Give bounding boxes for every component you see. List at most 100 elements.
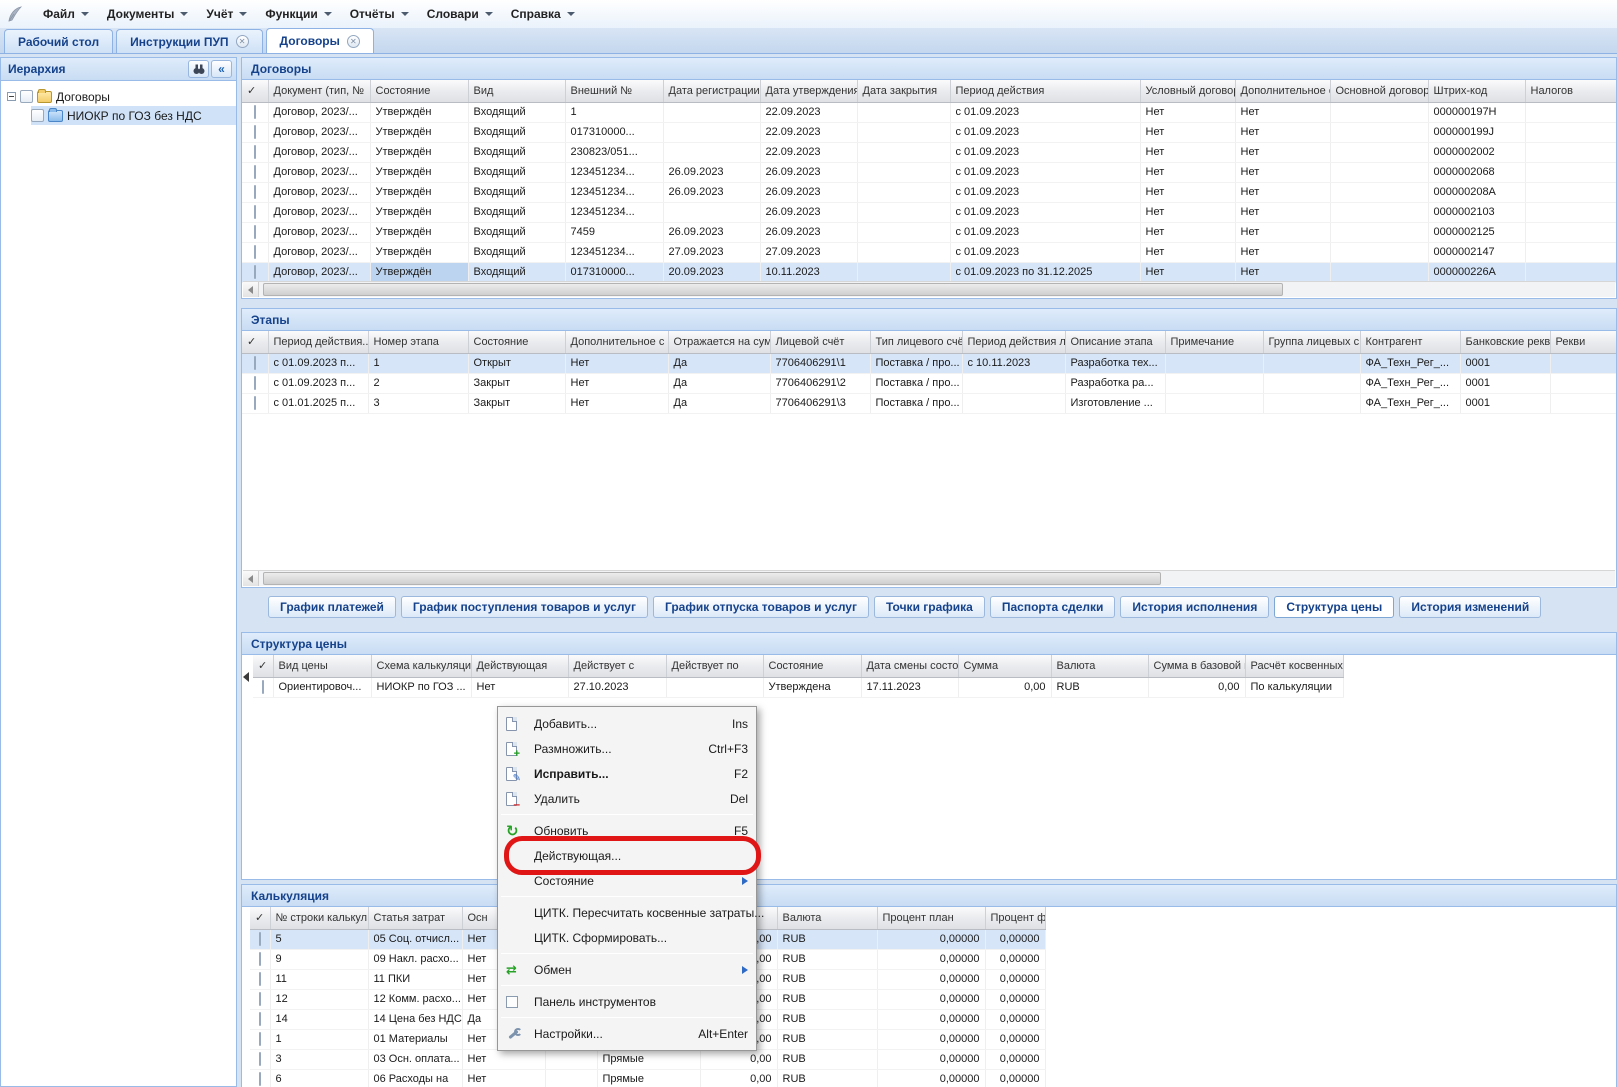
table-row[interactable]: с 01.01.2025 п... 3 Закрыт Нет Да 770640629… [242,393,1616,414]
table-row[interactable]: Договор, 2023/... Утверждён Входящий 12345… [242,202,1616,223]
detail-tab[interactable]: Паспорта сделки [989,596,1116,618]
row-checkbox[interactable] [253,265,256,279]
table-row[interactable]: 3 03 Осн. оплата... Нет Прямые 0,00 RUB 0,0… [250,1049,1046,1070]
column-header[interactable]: Дата смены состоя [861,655,959,678]
menu-item-refresh[interactable]: Обновить F5 [498,818,756,843]
table-row[interactable]: 6 06 Расходы на Нет Прямые 0,00 RUB 0,00000… [250,1069,1046,1087]
column-header[interactable]: Вид цены [273,655,372,678]
tab-dogovory[interactable]: Договоры [265,28,374,53]
menu-item-citk-form[interactable]: ЦИТК. Сформировать... [534,930,668,945]
menu-bar-item[interactable]: Файл [34,3,98,25]
row-checkbox[interactable] [253,205,256,219]
row-checkbox[interactable] [253,225,256,239]
detail-tab[interactable]: Точки графика [873,596,985,618]
row-checkbox[interactable] [253,125,256,139]
column-header[interactable]: Документ (тип, № [268,80,371,103]
table-row[interactable]: Договор, 2023/... Утверждён Входящий 12345… [242,162,1616,183]
row-checkbox[interactable] [258,1032,261,1046]
column-header[interactable]: Статья затрат [368,907,463,930]
menu-item-delete[interactable]: Удалить Del [498,786,756,811]
column-header[interactable]: Описание этапа [1065,331,1166,354]
column-header[interactable]: Группа лицевых с [1263,331,1361,354]
column-header[interactable]: Период действия.. [268,331,369,354]
column-header[interactable]: ✓ [242,80,269,103]
tree-item-dogovory[interactable]: Договоры [7,87,236,106]
tree-checkbox[interactable] [20,90,33,103]
table-row[interactable]: Договор, 2023/... Утверждён Входящий 12345… [242,182,1616,203]
column-header[interactable]: Сумма [958,655,1052,678]
column-header[interactable]: Состояние [763,655,862,678]
column-header[interactable]: № строки калькул [270,907,369,930]
column-header[interactable]: Дополнительное с [565,331,669,354]
column-header[interactable]: Состояние [468,331,566,354]
column-header[interactable]: Условный договор [1140,80,1236,103]
detail-tab[interactable]: График поступления товаров и услуг [400,596,648,618]
column-header[interactable]: Валюта [777,907,878,930]
column-header[interactable]: Дата регистрации. [663,80,761,103]
scroll-left-button[interactable] [243,282,259,297]
menu-item-edit[interactable]: Исправить... F2 [498,761,756,786]
column-header[interactable]: Номер этапа [368,331,469,354]
menu-item-toolbar[interactable]: Панель инструментов [498,989,756,1014]
detail-tab[interactable]: Структура цены [1274,596,1395,618]
collapse-panel-arrow-icon[interactable] [243,672,249,682]
close-tab-icon[interactable] [235,35,249,48]
column-header[interactable]: ✓ [250,907,271,930]
menu-bar-item[interactable]: Словари [418,3,502,25]
row-checkbox[interactable] [258,992,261,1006]
column-header[interactable]: Вид [468,80,566,103]
tree-checkbox[interactable] [31,109,44,122]
collapse-node-icon[interactable] [7,92,16,101]
row-checkbox[interactable] [258,1072,261,1086]
column-header[interactable]: Период действия л [962,331,1066,354]
column-header[interactable]: Отражается на сум [668,331,771,354]
column-header[interactable]: Банковские реквиз [1460,331,1551,354]
column-header[interactable]: Дополнительное с [1235,80,1331,103]
close-tab-icon[interactable] [346,34,360,48]
detail-tab[interactable]: График платежей [268,596,396,618]
row-checkbox[interactable] [253,145,256,159]
row-checkbox[interactable] [253,185,256,199]
column-header[interactable]: Действует по [666,655,764,678]
menu-bar-item[interactable]: Справка [502,3,584,25]
detail-tab[interactable]: История изменений [1399,596,1542,618]
row-checkbox[interactable] [261,680,264,694]
column-header[interactable]: Налогов [1525,80,1616,103]
column-header[interactable]: Схема калькуляци [371,655,472,678]
row-checkbox[interactable] [253,376,256,390]
column-header[interactable]: Дата закрытия [857,80,951,103]
table-row[interactable]: Договор, 2023/... Утверждён Входящий 7459 … [242,222,1616,243]
menu-item-deystvuyushchaya[interactable]: Действующая... [534,848,622,863]
menu-bar-item[interactable]: Отчёты [341,3,418,25]
column-header[interactable]: Рекви [1550,331,1616,354]
row-checkbox[interactable] [253,165,256,179]
column-header[interactable]: Процент план [877,907,986,930]
column-header[interactable]: Период действия [950,80,1141,103]
menu-item-citk-recalc[interactable]: ЦИТК. Пересчитать косвенные затраты... [534,905,765,920]
collapse-sidebar-button[interactable] [211,60,232,78]
row-checkbox[interactable] [253,356,256,370]
row-checkbox[interactable] [258,932,261,946]
menu-item-duplicate[interactable]: Размножить... Ctrl+F3 [498,736,756,761]
menu-bar-item[interactable]: Учёт [197,3,256,25]
column-header[interactable]: Примечание [1165,331,1264,354]
scrollbar-thumb[interactable] [263,283,1283,296]
column-header[interactable]: Состояние [370,80,469,103]
column-header[interactable]: Контрагент [1360,331,1461,354]
table-row[interactable]: Ориентировоч... НИОКР по ГОЗ ... Нет 27.10… [253,677,1344,698]
table-row[interactable]: с 01.09.2023 п... 1 Открыт Нет Да 770640629… [242,353,1616,374]
search-button[interactable] [188,60,209,78]
row-checkbox[interactable] [258,952,261,966]
row-checkbox[interactable] [253,396,256,410]
column-header[interactable]: Тип лицевого счёт [870,331,963,354]
scroll-left-button[interactable] [243,571,259,586]
row-checkbox[interactable] [253,245,256,259]
column-header[interactable]: Внешний № [565,80,664,103]
tab-instrukcii-pup[interactable]: Инструкции ПУП [116,29,263,53]
column-header[interactable]: Действует с [568,655,667,678]
tree-item-niokr[interactable]: НИОКР по ГОЗ без НДС [31,106,236,125]
column-header[interactable]: Действующая [471,655,569,678]
column-header[interactable]: Штрих-код [1428,80,1526,103]
row-checkbox[interactable] [253,105,256,119]
column-header[interactable]: Дата утверждения [760,80,858,103]
